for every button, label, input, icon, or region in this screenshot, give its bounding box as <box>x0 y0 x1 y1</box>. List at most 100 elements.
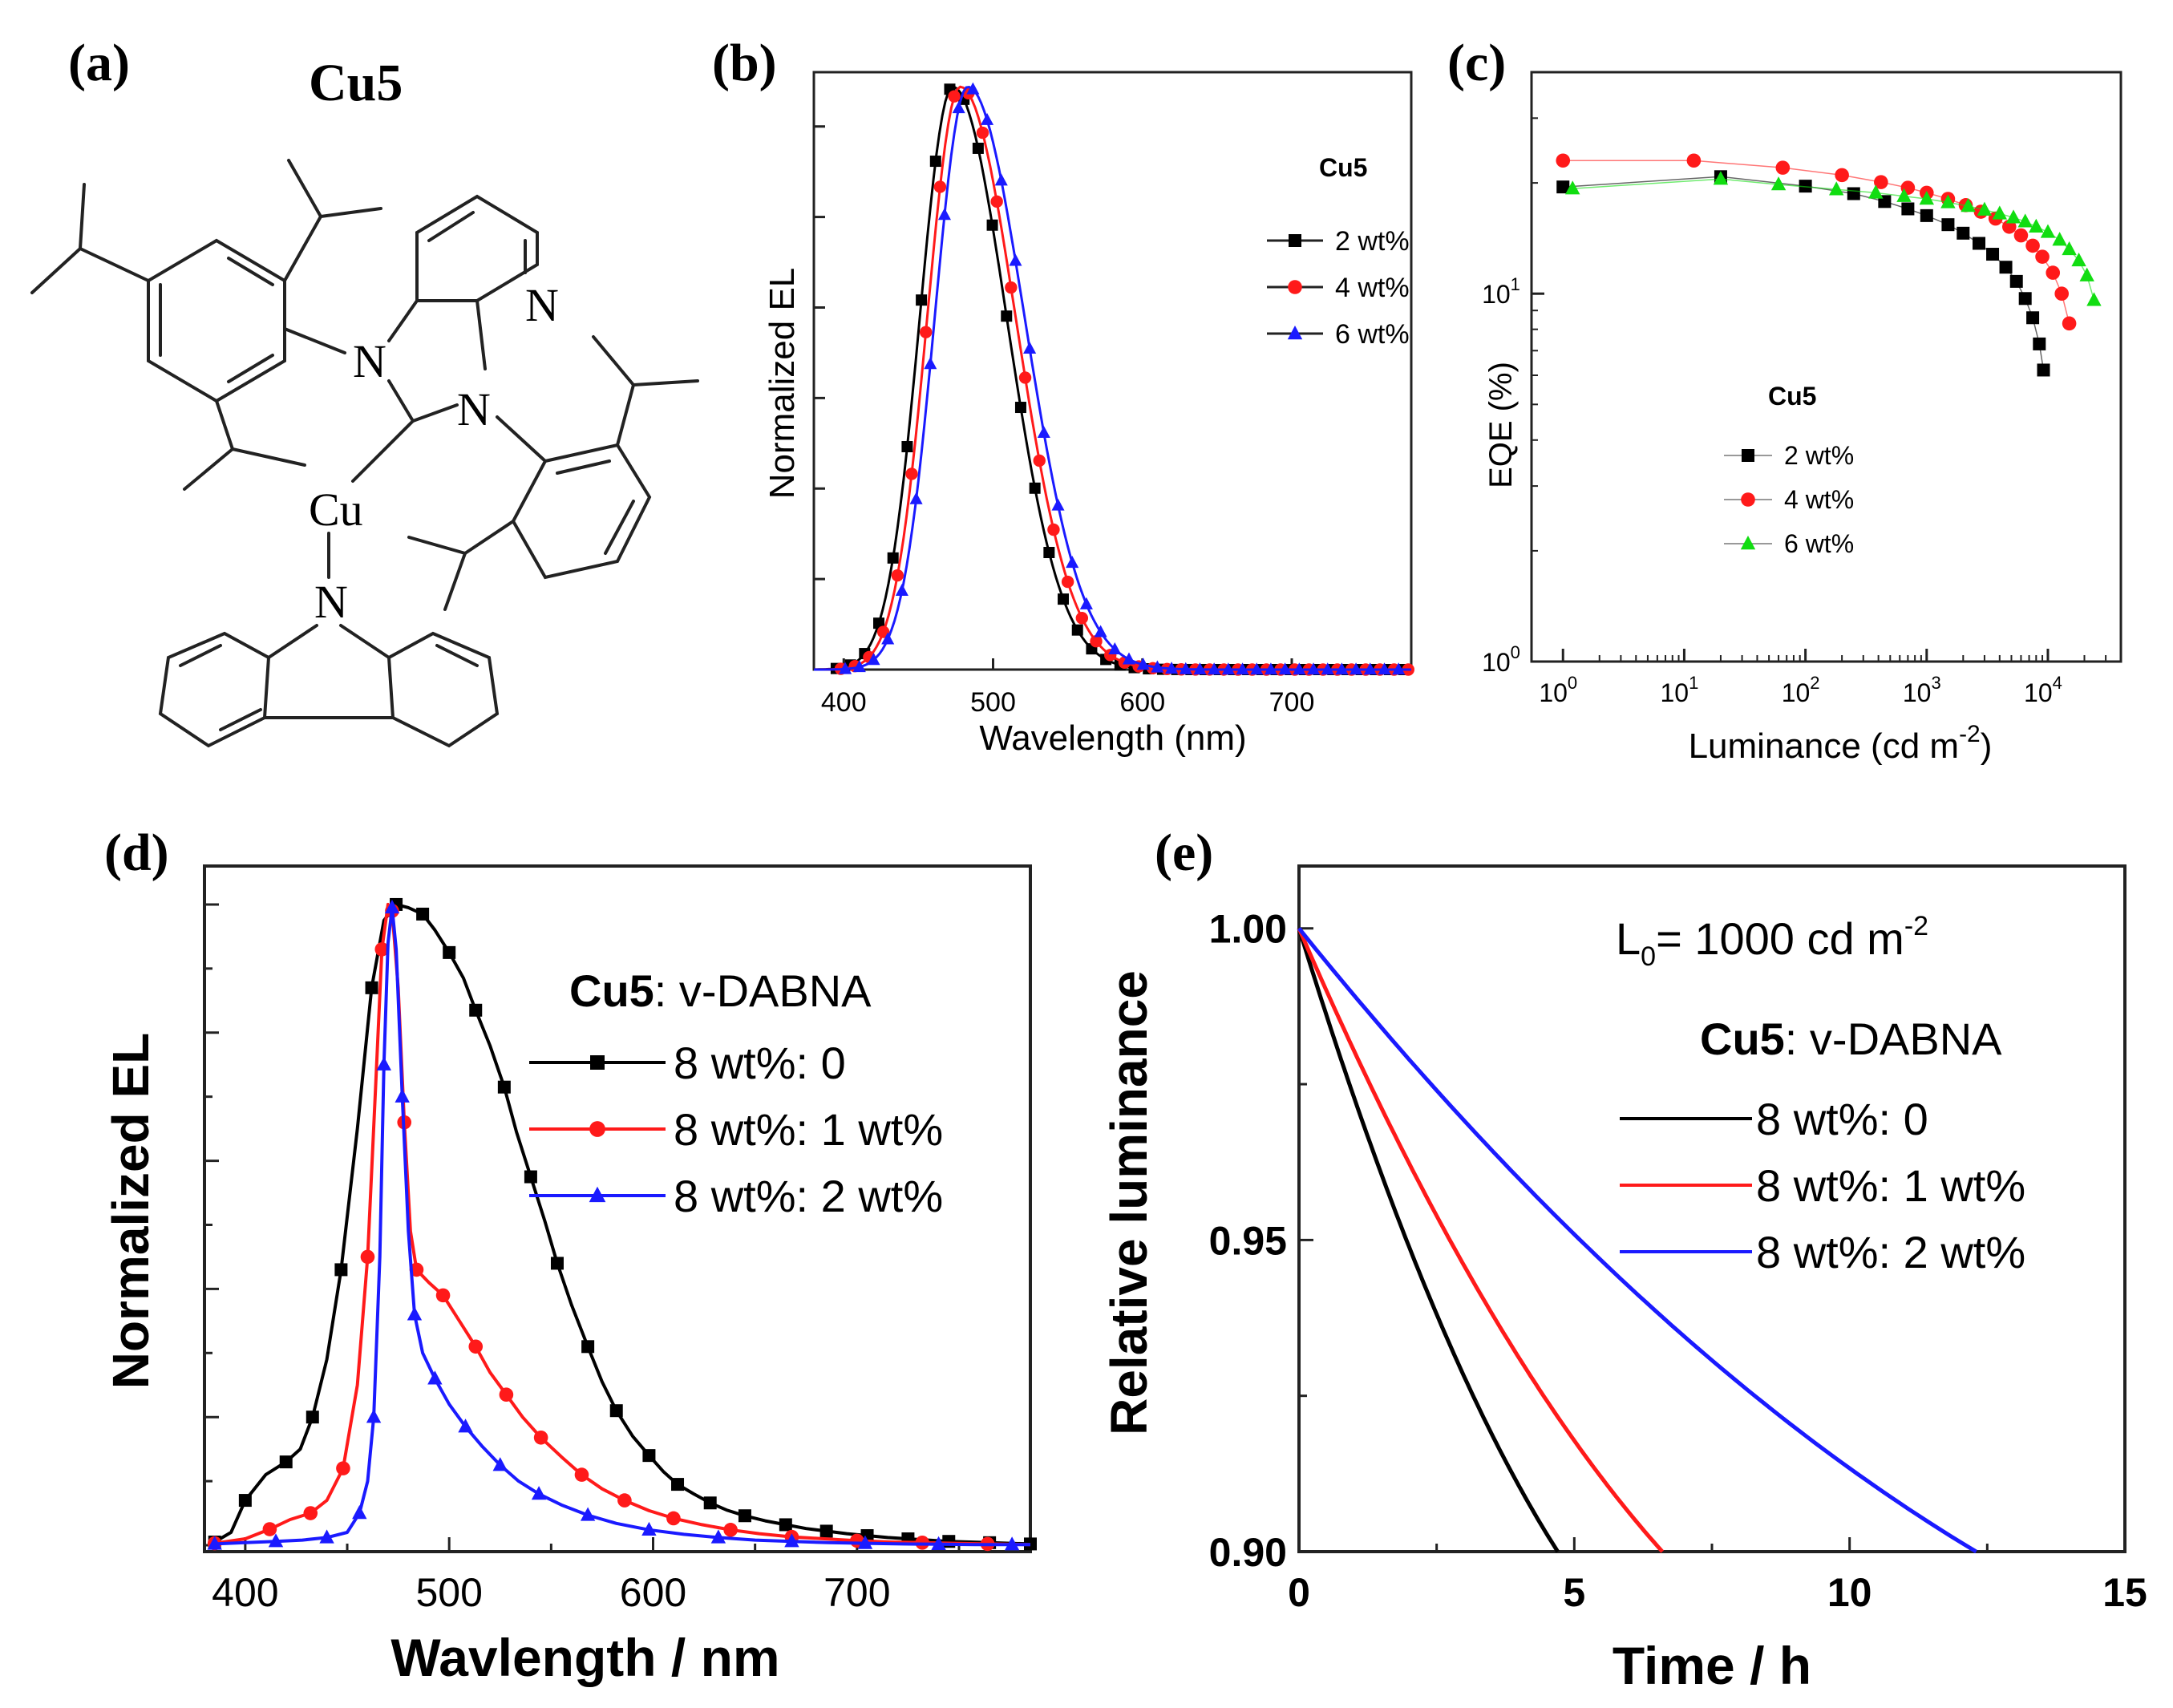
chart-e-legend-label: 8 wt%: 1 wt% <box>1756 1160 2025 1211</box>
chart-e-ytick-label: 0.95 <box>1209 1218 1287 1263</box>
chart-c-xlabel-sup: -2 <box>1959 721 1981 747</box>
chart-d-legend-marker <box>589 1121 605 1137</box>
chart-b-point <box>839 662 852 674</box>
chart-d-point <box>416 907 430 921</box>
chart-d-point <box>435 1288 451 1303</box>
chart-e-legend-title-rest: : v-DABNA <box>1785 1014 2002 1064</box>
chart-e-series-line <box>1297 927 1665 1553</box>
chart-d-point <box>779 1518 792 1532</box>
chart-b-point <box>937 208 952 221</box>
chart-c-xlabel: Luminance (cd m-2) <box>1689 721 1993 766</box>
chart-d-point <box>427 1370 443 1385</box>
chart-c-point <box>1713 171 1729 185</box>
chart-d-point <box>365 981 378 994</box>
chart-d-legend-label: 8 wt%: 1 wt% <box>674 1104 943 1155</box>
chart-b-point <box>981 112 994 125</box>
chart-e-series-line <box>1297 927 1977 1554</box>
chart-c-point <box>1961 198 1976 212</box>
chart-d-point <box>617 1493 632 1508</box>
chart-b-legend-title: Cu5 <box>1319 153 1367 182</box>
chart-c: 100 101 102 103 104 100 101 EQE (%) Luminance … <box>1482 71 2122 766</box>
chart-c-point <box>1775 160 1791 175</box>
chart-d-point <box>1004 1536 1020 1551</box>
chart-d-point <box>443 945 456 959</box>
chart-b-point <box>1363 662 1377 675</box>
panel-label-a: (a) <box>68 34 130 92</box>
chart-b-point <box>1221 662 1235 675</box>
chart-c-point <box>2033 337 2046 350</box>
chart-c-point <box>1992 205 2008 220</box>
chart-c-point <box>2062 241 2077 256</box>
chart-d-point <box>857 1535 873 1549</box>
chart-e-xtick-label: 15 <box>2102 1570 2147 1615</box>
chart-e-xtick-label: 5 <box>1563 1570 1585 1615</box>
chart-d-point <box>581 1340 595 1354</box>
chart-b-legend-label: 4 wt% <box>1335 273 1410 303</box>
chart-b-point <box>1018 371 1032 384</box>
chart-b-point <box>1001 310 1013 322</box>
chart-c-xtick-label: 100 <box>1539 673 1577 707</box>
chart-d-point <box>533 1430 548 1445</box>
chart-b-point <box>1023 341 1037 354</box>
chart-c-point <box>2005 209 2021 224</box>
chart-b-point <box>881 632 895 645</box>
chart-c-point <box>1868 184 1884 199</box>
chart-c-point <box>2009 274 2023 288</box>
chart-e-annotation: L0= 1000 cd m-2 <box>1616 911 1928 972</box>
chart-c-ytick-label: 101 <box>1482 274 1520 309</box>
chart-b-point <box>1037 425 1050 439</box>
chart-e-xtick-label: 0 <box>1288 1570 1310 1615</box>
chart-c-point <box>2013 228 2029 243</box>
chart-b-frame <box>812 71 1413 671</box>
chart-d-ylabel: Normalized EL <box>102 1033 160 1390</box>
chart-d-series-line <box>214 905 1030 1547</box>
chart-d-point <box>574 1467 589 1482</box>
chart-b-point <box>1122 652 1136 665</box>
chart-d-point <box>609 1404 623 1418</box>
chart-c-xtick-label: 104 <box>2024 673 2062 707</box>
chart-c-point <box>1986 248 2000 261</box>
chart-e-xtick-label: 10 <box>1827 1570 1872 1615</box>
chart-e-ytick-label: 0.90 <box>1209 1530 1287 1575</box>
chart-b-legend-marker <box>1288 280 1302 294</box>
chart-b-point <box>887 552 899 564</box>
chart-d-xtick-label: 600 <box>620 1570 686 1615</box>
chart-d-point <box>784 1533 799 1548</box>
chart-b-point <box>916 294 928 306</box>
chart-c-xtick-label: 102 <box>1782 673 1820 707</box>
chart-d-legend-title-bold: Cu5 <box>569 965 654 1016</box>
chart-b-point <box>1151 660 1164 673</box>
chart-e-legend-label: 8 wt%: 0 <box>1756 1094 1928 1144</box>
chart-e-annotation-sup: -2 <box>1904 911 1928 941</box>
chart-b-point <box>895 583 908 596</box>
chart-b-point <box>901 441 913 453</box>
chart-b-legend-label: 2 wt% <box>1335 226 1410 257</box>
chart-d-point <box>469 1003 483 1017</box>
chart-e-legend-title-bold: Cu5 <box>1700 1014 1785 1064</box>
chart-d-point <box>710 1529 726 1544</box>
chart-d-point <box>374 942 390 957</box>
chart-d-point <box>306 1411 319 1424</box>
chart-b-point <box>1236 662 1249 675</box>
chart-c-legend-title: Cu5 <box>1768 382 1816 411</box>
chart-e-series-line <box>1297 927 1560 1553</box>
chart-c-xtick-label: 101 <box>1661 673 1699 707</box>
chart-d-legend-title: Cu5: v-DABNA <box>569 965 872 1016</box>
chart-b-point <box>905 467 918 480</box>
chart-c-point <box>2018 292 2032 306</box>
chart-d-xtick-label: 500 <box>415 1570 482 1615</box>
chart-b-point <box>1278 662 1292 675</box>
chart-c-point <box>2071 252 2086 267</box>
chart-b-point <box>1071 624 1083 636</box>
chart-d-legend-marker <box>590 1055 605 1070</box>
chart-c-point <box>1829 181 1844 196</box>
panel-label-e: (e) <box>1155 824 1213 882</box>
chart-b-xtick-label: 700 <box>1269 687 1315 718</box>
chart-c-point <box>1556 180 1570 194</box>
chart-b-point <box>1094 625 1107 637</box>
panel-label-c: (c) <box>1447 34 1506 92</box>
chart-d-point <box>531 1486 547 1500</box>
atom-n-carbazole: N <box>314 576 348 628</box>
chart-d-point <box>497 1080 511 1094</box>
